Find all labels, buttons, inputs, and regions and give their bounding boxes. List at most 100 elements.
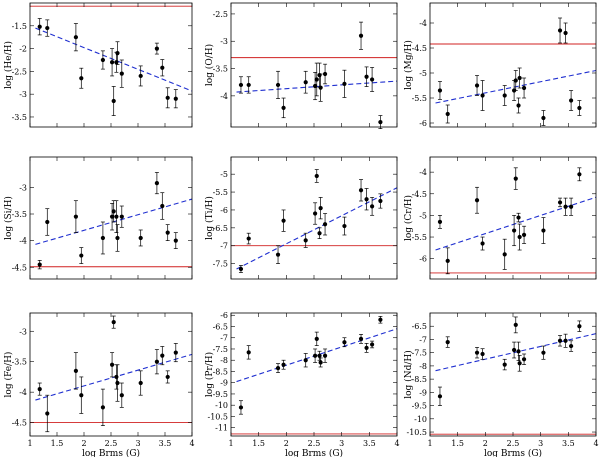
panel-nd: -10.5 -10 -9.5 -9 -8.5 -8 -7.5 -7 -6.5 1 1.5 2 2.5 3 3…	[403, 312, 599, 457]
data-point	[502, 362, 507, 367]
axes-frame	[29, 2, 193, 128]
y-tick-label: -3.5	[12, 210, 27, 219]
y-axis-label: log (He/H)	[3, 41, 14, 89]
data-point	[517, 361, 522, 366]
data-point	[37, 387, 42, 392]
data-point	[114, 214, 119, 219]
y-tick-label: -2	[19, 45, 27, 54]
data-point	[378, 119, 383, 125]
y-tick-label: -5	[220, 170, 228, 179]
data-point	[313, 83, 318, 89]
y-tick-label: -7.5	[213, 260, 228, 269]
axes-frame	[429, 312, 597, 437]
data-point	[322, 353, 328, 358]
data-point	[445, 339, 450, 345]
y-tick-label: -7	[220, 334, 228, 343]
data-point	[165, 95, 170, 100]
data-point	[516, 215, 521, 220]
y-tick-label: -5	[419, 211, 427, 220]
data-point	[516, 103, 521, 108]
data-point	[160, 353, 165, 358]
axes-frame	[230, 2, 398, 128]
data-point	[246, 350, 251, 355]
y-tick-label: -3.5	[213, 65, 228, 74]
data-point	[364, 197, 369, 202]
data-point	[517, 75, 522, 81]
data-point	[160, 203, 165, 209]
data-point	[557, 28, 563, 33]
data-point	[119, 71, 124, 76]
data-point	[521, 357, 527, 362]
data-point	[314, 336, 319, 341]
data-point	[541, 228, 546, 233]
y-tick-label: -4	[220, 92, 228, 101]
data-point	[119, 214, 124, 219]
data-point	[513, 322, 518, 328]
data-point	[437, 394, 443, 399]
x-tick-label: 1	[427, 439, 432, 448]
data-point	[109, 362, 115, 367]
panel-si: -4.5 -4 -3.5 -3 log (Si/H)	[3, 156, 193, 280]
data-point	[154, 181, 159, 186]
data-point	[114, 60, 119, 65]
data-point	[45, 411, 50, 416]
x-tick-label: 4	[394, 439, 399, 448]
x-tick-label: 1.5	[51, 439, 64, 448]
x-tick-label: 2	[483, 439, 488, 448]
y-tick-label: -9	[419, 388, 427, 397]
data-point	[281, 218, 286, 223]
data-point	[275, 252, 281, 257]
axes-frame	[230, 156, 398, 280]
x-tick-label: 3	[538, 439, 543, 448]
data-point	[437, 219, 443, 224]
data-point	[275, 365, 281, 371]
y-axis-label: log (Mg/H)	[403, 40, 414, 90]
y-tick-label: -4	[419, 19, 427, 28]
data-point	[238, 82, 244, 88]
data-point	[173, 350, 178, 355]
y-tick-label: -4	[19, 388, 27, 397]
y-axis-label: log (Cr/H)	[403, 195, 414, 241]
data-point	[541, 115, 546, 121]
data-point	[364, 74, 369, 79]
data-point	[109, 214, 115, 219]
y-tick-label: -8.5	[213, 367, 228, 376]
x-axis-label: log Brms (G)	[285, 448, 343, 457]
y-tick-label: -3	[19, 327, 27, 336]
data-point	[238, 405, 244, 410]
y-tick-label: -9.5	[412, 402, 427, 411]
data-point	[474, 198, 480, 203]
y-tick-label: -7.5	[213, 345, 228, 354]
data-point	[445, 258, 450, 263]
y-tick-label: -5.5	[412, 233, 427, 242]
x-tick-label: 2.5	[507, 439, 520, 448]
data-point	[342, 340, 347, 345]
panel-ti: -7.5 -7 -6.5 -6 -5.5 -5 log (Ti/H)	[204, 156, 398, 280]
y-tick-label: -8	[419, 362, 427, 371]
data-point	[577, 105, 582, 111]
x-tick-label: 2	[81, 439, 86, 448]
x-tick-label: 3.5	[159, 439, 172, 448]
data-point	[79, 393, 84, 398]
y-tick-label: -6.5	[213, 224, 228, 233]
y-axis-label: log (Nd/H)	[403, 350, 414, 398]
data-point	[314, 173, 319, 179]
x-tick-label: 1	[228, 439, 233, 448]
y-tick-label: -4.5	[12, 263, 27, 272]
data-point	[165, 374, 170, 380]
y-tick-label: -2.5	[213, 10, 228, 19]
data-point	[569, 204, 574, 209]
panel-mg: -6 -5.5 -5 -4.5 -4 log (Mg/H)	[403, 2, 597, 128]
y-tick-label: -4.5	[412, 44, 427, 53]
x-tick-label: 2.5	[105, 439, 118, 448]
y-tick-label: -7.5	[412, 349, 427, 358]
data-point	[313, 211, 318, 216]
data-point	[100, 235, 105, 241]
x-tick-label: 2.5	[308, 439, 321, 448]
data-point	[114, 374, 119, 380]
data-point	[480, 93, 485, 98]
data-point	[577, 324, 582, 329]
x-tick-label: 3	[339, 439, 344, 448]
